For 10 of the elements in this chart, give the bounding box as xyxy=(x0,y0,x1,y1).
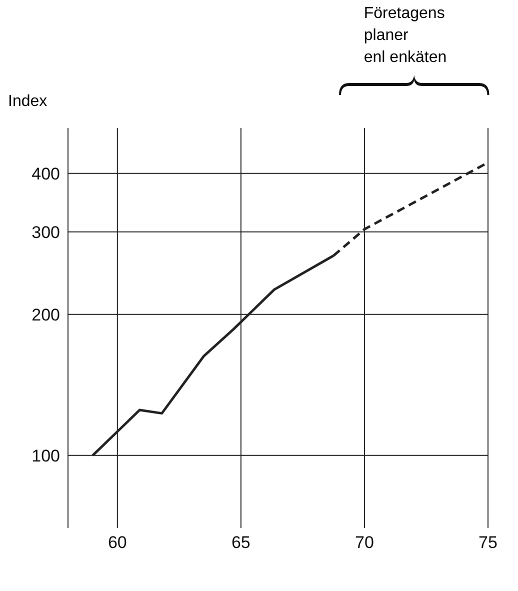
x-tick-label: 70 xyxy=(355,533,374,552)
x-tick-label: 65 xyxy=(231,533,250,552)
text: Företagens planer enl enkäten xyxy=(364,4,447,68)
y-tick-label: 200 xyxy=(32,305,60,324)
x-tick-label: 75 xyxy=(478,533,498,552)
y-tick-label: 300 xyxy=(32,222,60,242)
y-tick-label: 400 xyxy=(32,164,60,184)
y-axis-title: Index xyxy=(8,93,48,111)
y-tick-label: 100 xyxy=(32,446,60,466)
x-tick-label: 60 xyxy=(108,533,127,552)
